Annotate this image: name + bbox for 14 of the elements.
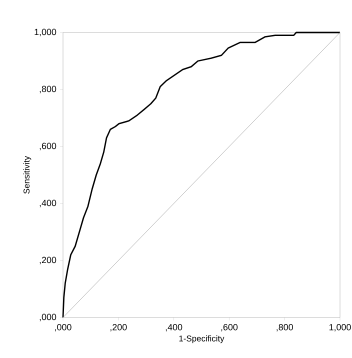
x-tick-label: ,800 [276,324,293,332]
y-tick-label: ,200 [40,256,56,264]
y-tick-label: 1,000 [34,28,56,36]
y-axis-title: Sensitivity [23,156,32,194]
x-tick-label: ,200 [110,324,127,332]
x-tick-label: ,400 [166,324,182,332]
x-tick-label: ,600 [221,324,238,332]
x-tick-label: ,000 [55,324,72,332]
x-tick-label: 1,000 [329,324,351,332]
x-axis-title: 1-Specificity [179,335,224,344]
y-tick-label: ,800 [40,86,56,94]
y-tick-label: ,000 [40,314,56,322]
y-tick-label: ,600 [40,142,56,150]
y-tick-label: ,400 [40,200,56,208]
